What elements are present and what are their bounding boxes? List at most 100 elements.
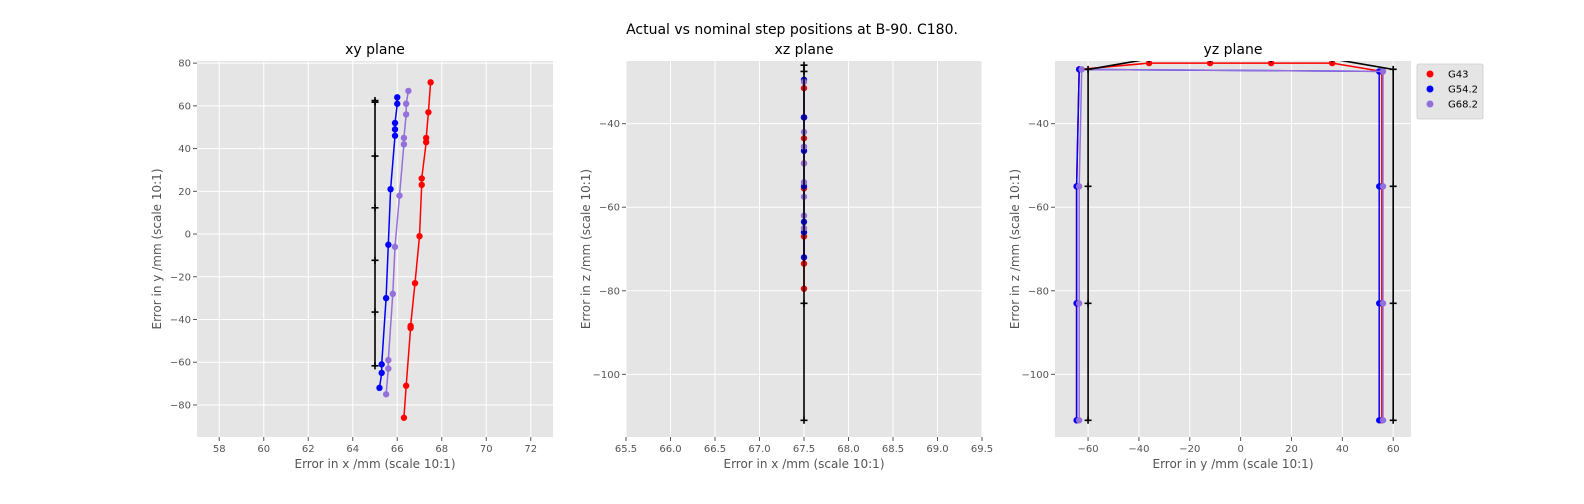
xy-y-tick-label: 40 <box>178 144 191 155</box>
xy-x-tick-label: 68 <box>435 444 448 455</box>
yz-nominal-marker <box>1084 65 1092 73</box>
xy-point-g68-2 <box>385 356 392 364</box>
xy-point-g54-2 <box>394 94 401 101</box>
xz-y-tick-label: −40 <box>599 119 620 130</box>
xy-y-tick-label: −60 <box>170 358 191 369</box>
legend-label: G43 <box>1448 70 1468 81</box>
xy-y-tick-label: 20 <box>178 187 191 198</box>
xy-point-g68-2 <box>405 87 412 95</box>
yz-nominal-marker <box>1331 61 1333 63</box>
yz-point-g68-2 <box>1075 183 1083 190</box>
xz-nominal-marker <box>800 61 808 69</box>
figure-suptitle: Actual vs nominal step positions at B-90… <box>626 22 958 38</box>
xy-nominal-marker <box>371 204 379 212</box>
yz-point-g68-2 <box>1379 183 1387 190</box>
yz-series-line-g68-2 <box>1078 68 1384 421</box>
xy-point-g54-2 <box>378 361 385 368</box>
yz-point-g68-2 <box>1075 300 1083 307</box>
xz-x-tick-label: 69.0 <box>926 444 948 455</box>
xz-nominal-marker <box>800 416 808 424</box>
xz-x-tick-label: 66.5 <box>704 444 726 455</box>
xy-y-axis-label: Error in y /mm (scale 10:1) <box>150 168 164 329</box>
yz-y-tick-label: −80 <box>1028 286 1049 297</box>
yz-x-axis-label: Error in y /mm (scale 10:1) <box>1152 457 1313 471</box>
xz-x-tick-label: 69.5 <box>971 444 993 455</box>
yz-nominal-marker <box>1389 65 1397 73</box>
xy-point-g43 <box>425 109 432 116</box>
yz-nominal-marker <box>1389 416 1397 424</box>
yz-y-axis-label: Error in z /mm (scale 10:1) <box>1008 169 1022 329</box>
xy-x-tick-label: 60 <box>257 444 270 455</box>
yz-nominal-marker <box>1084 299 1092 307</box>
xy-point-g68-2 <box>402 100 410 107</box>
xy-plane-axes: 58 60 62 64 66 68 70 72 −80 −60 −40 −20 0 20 40 60 80 xy … <box>150 42 553 471</box>
xz-x-tick-label: 67.5 <box>793 444 815 455</box>
yz-x-tick-label: 40 <box>1336 444 1349 455</box>
xy-y-tick-label: 60 <box>178 101 191 112</box>
legend-marker-g54-2 <box>1426 85 1434 93</box>
xz-x-tick-label: 68.5 <box>882 444 904 455</box>
xy-x-tick-label: 64 <box>346 444 359 455</box>
yz-x-tick-label: 0 <box>1237 444 1243 455</box>
xy-point-g54-2 <box>382 294 390 302</box>
xz-nominal-marker <box>800 67 808 75</box>
yz-nominal-marker <box>1084 182 1092 190</box>
yz-plot-background <box>1055 61 1411 437</box>
xz-y-tick-label: −80 <box>599 286 620 297</box>
yz-point-g68-2 <box>1379 300 1387 307</box>
xy-x-axis-label: Error in x /mm (scale 10:1) <box>294 457 455 471</box>
xz-x-tick-label: 67.0 <box>748 444 770 455</box>
yz-y-tick-label: −100 <box>1022 370 1049 381</box>
xy-x-tick-label: 66 <box>391 444 404 455</box>
yz-point-g43 <box>1145 61 1153 67</box>
xy-y-tick-label: −20 <box>170 272 191 283</box>
xz-plot-area <box>800 61 808 424</box>
yz-plane-title: yz plane <box>1204 42 1263 58</box>
yz-plane-axes: −60 −40 −20 0 20 40 60 −100 −80 −60 −40 yz plane Err… <box>1008 42 1411 471</box>
xy-point-g68-2 <box>396 192 403 199</box>
xy-point-g43 <box>400 414 408 421</box>
yz-nominal-line <box>1087 61 1394 421</box>
yz-y-tick-label: −40 <box>1028 119 1049 130</box>
xz-x-tick-label: 68.0 <box>837 444 859 455</box>
xy-nominal-marker <box>371 97 379 105</box>
xz-y-tick-label: −100 <box>593 370 620 381</box>
xy-point-g43 <box>402 382 410 389</box>
xy-nominal-marker <box>371 308 379 316</box>
yz-plot-area <box>1073 61 1397 424</box>
xy-point-g54-2 <box>376 384 383 392</box>
xy-point-g68-2 <box>382 391 390 398</box>
xy-point-g54-2 <box>391 126 399 133</box>
xy-point-g68-2 <box>402 111 410 118</box>
legend: G43 G54.2 G68.2 <box>1416 63 1484 120</box>
xz-x-tick-label: 66.0 <box>659 444 681 455</box>
yz-point-g68-2 <box>1379 417 1387 424</box>
xy-y-tick-label: 0 <box>185 230 191 241</box>
yz-x-tick-label: 60 <box>1387 444 1400 455</box>
xz-plane-axes: 65.5 66.0 66.5 67.0 67.5 68.0 68.5 69.0 69.5 −100… <box>579 42 993 471</box>
xy-plane-title: xy plane <box>345 42 405 58</box>
xy-point-g43 <box>422 134 430 142</box>
xy-y-tick-label: −40 <box>170 315 191 326</box>
xz-x-axis-label: Error in x /mm (scale 10:1) <box>723 457 884 471</box>
xz-plane-title: xz plane <box>775 42 834 58</box>
xy-plot-area <box>371 79 434 421</box>
xy-point-g54-2 <box>391 119 399 127</box>
xy-point-g68-2 <box>389 290 396 298</box>
xy-point-g43 <box>418 175 425 182</box>
xy-y-tick-label: −80 <box>170 400 191 411</box>
legend-box <box>1416 63 1484 120</box>
xz-y-axis-label: Error in z /mm (scale 10:1) <box>579 169 593 329</box>
yz-point-g43 <box>1267 61 1275 67</box>
legend-marker-g68-2 <box>1426 100 1434 108</box>
xy-x-tick-label: 70 <box>480 444 493 455</box>
yz-point-g43 <box>1328 61 1336 67</box>
xz-nominal-marker <box>800 299 808 307</box>
legend-label: G54.2 <box>1448 85 1478 96</box>
xy-nominal-marker <box>371 256 379 264</box>
xy-point-g43 <box>407 322 414 330</box>
xy-point-g68-2 <box>400 134 408 142</box>
xy-point-g68-2 <box>400 141 408 148</box>
